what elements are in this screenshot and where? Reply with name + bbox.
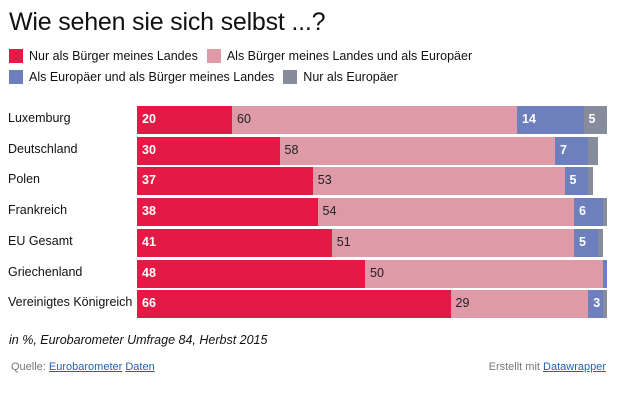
- bar-segment: 50: [365, 259, 603, 288]
- bar-segment: [597, 228, 603, 257]
- data-label: 29: [455, 296, 470, 311]
- bar-segment: 14: [517, 106, 584, 134]
- data-label: 53: [317, 173, 332, 188]
- datawrapper-link[interactable]: Datawrapper: [543, 361, 606, 373]
- category-label: Luxemburg: [8, 111, 71, 125]
- legend-label: Als Bürger meines Landes und als Europäe…: [226, 48, 473, 63]
- stacked-bar: 38 54 6: [137, 198, 608, 227]
- legend-swatch: [283, 69, 298, 84]
- stacked-bar: 66 29 3: [137, 290, 608, 319]
- stacked-bar-chart: Luxemburg 20 60 14 5 Deutschland 30 58 7 Polen 37 5…: [0, 104, 617, 324]
- footer: Quelle: Eurobarometer Daten Erstellt mit…: [11, 361, 606, 373]
- bar-segment: 60: [232, 106, 517, 134]
- data-label: 3: [593, 296, 601, 311]
- legend-label: Nur als Bürger meines Landes: [29, 48, 198, 63]
- data-label: 38: [142, 204, 156, 219]
- legend-item: Nur als Europäer: [283, 69, 398, 84]
- legend-item: Nur als Bürger meines Landes: [9, 48, 198, 63]
- bar-row: Luxemburg 20 60 14 5: [0, 104, 617, 134]
- bar-segment: 66: [137, 290, 451, 319]
- legend-item: Als Europäer und als Bürger meines Lande…: [9, 69, 275, 84]
- legend-label: Als Europäer und als Bürger meines Lande…: [29, 69, 275, 84]
- data-label: 50: [370, 265, 384, 280]
- category-label: Deutschland: [8, 141, 78, 156]
- legend-swatch: [206, 48, 221, 63]
- data-label: 66: [142, 296, 156, 311]
- bar-segment: 37: [137, 167, 313, 196]
- bar-row: Deutschland 30 58 7: [0, 135, 617, 165]
- bar-segment: 58: [279, 136, 555, 165]
- bar-row: Polen 37 53 5: [0, 165, 617, 196]
- stacked-bar: 20 60 14 5: [137, 106, 608, 134]
- data-label: 20: [142, 112, 156, 126]
- bar-segment: [588, 136, 598, 165]
- bar-segment: 5: [583, 106, 608, 134]
- bar-segment: 53: [312, 167, 565, 196]
- data-label: 41: [142, 234, 156, 249]
- data-label: 51: [336, 234, 351, 249]
- source-line: Quelle: Eurobarometer Daten: [11, 361, 155, 373]
- category-label: Vereinigtes Königreich: [8, 295, 133, 310]
- bar-segment: 7: [555, 136, 589, 165]
- data-label: 14: [522, 112, 536, 126]
- bar-segment: [602, 198, 608, 227]
- stacked-bar: 37 53 5: [137, 167, 593, 196]
- category-label: EU Gesamt: [8, 233, 73, 248]
- bar-row: Griechenland 48 50: [0, 258, 617, 288]
- bar-segment: 54: [317, 198, 574, 227]
- chart-title: Wie sehen sie sich selbst ...?: [9, 8, 326, 36]
- bar-segment: 51: [331, 228, 574, 257]
- credit-prefix: Erstellt mit: [488, 361, 540, 373]
- legend-swatch: [9, 69, 23, 84]
- bar-row: EU Gesamt 41 51 5: [0, 227, 617, 257]
- credit-line: Erstellt mit Datawrapper: [489, 361, 606, 373]
- bar-segment: 5: [564, 167, 589, 196]
- data-label: 60: [237, 112, 251, 126]
- bar-segment: 5: [574, 228, 598, 257]
- data-label: 7: [560, 142, 567, 157]
- bar-segment: 48: [137, 259, 365, 288]
- data-label: 6: [579, 204, 586, 219]
- category-label: Frankreich: [8, 203, 68, 218]
- data-label: 30: [142, 142, 156, 157]
- bar-segment: [602, 259, 608, 288]
- bar-segment: 38: [137, 198, 318, 227]
- category-label: Polen: [8, 172, 40, 187]
- bar-segment: 3: [588, 290, 603, 319]
- stacked-bar: 30 58 7: [137, 136, 598, 165]
- bar-segment: [588, 167, 593, 196]
- legend-swatch: [9, 48, 23, 63]
- bar-segment: [602, 290, 608, 319]
- eurobarometer-link[interactable]: Eurobarometer: [48, 361, 123, 373]
- category-label: Griechenland: [8, 264, 83, 279]
- data-label: 48: [142, 265, 156, 280]
- bar-segment: 20: [137, 106, 232, 134]
- daten-link[interactable]: Daten: [125, 361, 155, 373]
- legend: Nur als Bürger meines Landes Als Bürger …: [9, 45, 609, 87]
- legend-label: Nur als Europäer: [303, 69, 398, 84]
- bar-row: Frankreich 38 54 6: [0, 196, 617, 227]
- data-label: 5: [569, 173, 577, 188]
- bar-segment: 6: [574, 198, 603, 227]
- bar-segment: 41: [137, 228, 332, 257]
- stacked-bar: 48 50: [137, 259, 608, 288]
- legend-item: Als Bürger meines Landes und als Europäe…: [206, 48, 473, 63]
- data-label: 5: [588, 112, 596, 126]
- bar-segment: 30: [137, 136, 280, 165]
- chart-note: in %, Eurobarometer Umfrage 84, Herbst 2…: [9, 333, 268, 347]
- data-label: 37: [142, 173, 156, 188]
- bar-segment: 29: [450, 290, 589, 319]
- data-label: 5: [579, 234, 586, 249]
- stacked-bar: 41 51 5: [137, 228, 603, 257]
- source-prefix: Quelle:: [11, 361, 46, 373]
- data-label: 54: [322, 204, 337, 219]
- data-label: 58: [284, 142, 299, 157]
- bar-row: Vereinigtes Königreich 66 29 3: [0, 288, 617, 319]
